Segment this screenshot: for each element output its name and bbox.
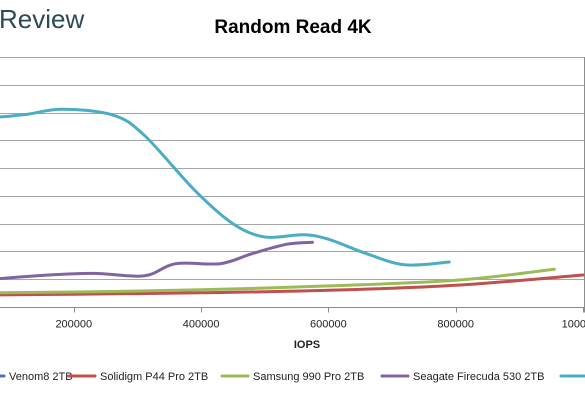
legend: Venom8 2TB Solidigm P44 Pro 2TB Samsung 99… [0, 371, 585, 383]
x-tick-label: 600000 [310, 319, 347, 331]
legend-label: Solidigm P44 Pro 2TB [100, 371, 208, 383]
series-line [0, 267, 556, 295]
chart-title: Random Read 4K [214, 17, 372, 38]
x-tick-labels: 200000 400000 600000 800000 1000000 [55, 319, 585, 331]
x-axis-label: IOPS [294, 339, 320, 351]
legend-label: Venom8 2TB [9, 371, 73, 383]
x-tick-label: 1000000 [562, 319, 585, 331]
series-lines [0, 107, 585, 297]
legend-label: Samsung 990 Pro 2TB [253, 371, 364, 383]
series-line [0, 107, 451, 267]
gridlines [0, 57, 585, 280]
x-tick-label: 400000 [183, 319, 220, 331]
series-line [0, 273, 585, 297]
brand-text: Review [0, 4, 84, 34]
series-line [0, 240, 314, 281]
x-tick-label: 800000 [437, 319, 474, 331]
legend-label: Seagate Firecuda 530 2TB [413, 371, 544, 383]
x-tick-label: 200000 [55, 319, 92, 331]
